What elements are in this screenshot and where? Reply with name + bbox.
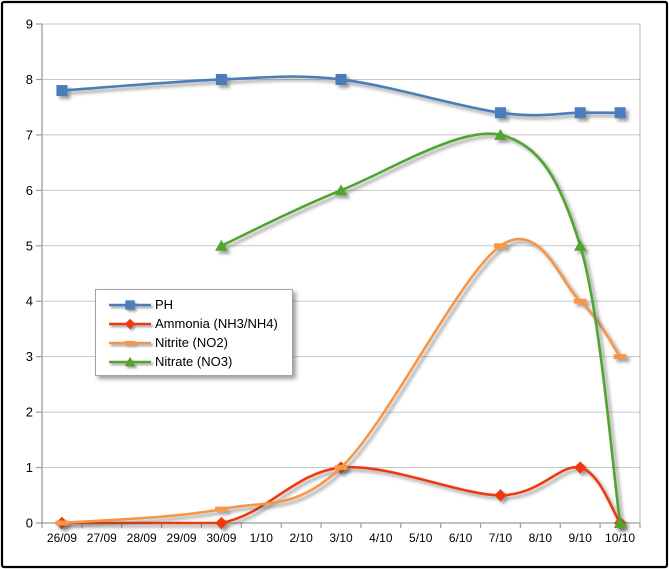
legend-label-ph: PH	[155, 297, 174, 312]
y-tick-label-1: 1	[26, 460, 33, 475]
marker-triangle	[334, 184, 348, 196]
x-tick-label-26-09: 26/09	[47, 531, 77, 545]
marker-square	[335, 73, 347, 85]
y-tick-label-5: 5	[26, 238, 33, 253]
legend-item-ammonia: Ammonia (NH3/NH4)	[108, 314, 288, 333]
y-tick-label-2: 2	[26, 405, 33, 420]
x-tick-label-5-10: 5/10	[409, 531, 433, 545]
series-line	[60, 465, 622, 525]
marker-dash	[214, 506, 228, 512]
legend-swatch-svg	[109, 340, 151, 345]
x-tick-label-30-09: 30/09	[206, 531, 236, 545]
marker-square	[125, 299, 135, 310]
marker-square	[574, 107, 586, 119]
legend-label-nitrite: Nitrite (NO2)	[155, 335, 228, 350]
x-tick-label-7-10: 7/10	[489, 531, 513, 545]
legend-swatch-svg	[109, 356, 151, 366]
series-line	[220, 132, 622, 525]
series-nitrate-no3-	[215, 128, 627, 528]
marker-triangle	[573, 239, 587, 251]
marker-dash	[124, 340, 136, 345]
legend-swatch-svg	[109, 318, 151, 329]
x-tick-label-1-10: 1/10	[250, 531, 274, 545]
legend-label-ammonia: Ammonia (NH3/NH4)	[155, 316, 278, 331]
marker-triangle	[124, 356, 136, 366]
legend-marker-ph-square-icon	[108, 298, 152, 312]
x-tick-label-27-09: 27/09	[87, 531, 117, 545]
x-tick-label-10-10: 10/10	[605, 531, 635, 545]
x-tick-label-9-10: 9/10	[569, 531, 593, 545]
x-tick-label-28-09: 28/09	[127, 531, 157, 545]
marker-dash	[493, 243, 507, 249]
marker-square	[215, 73, 227, 85]
legend-item-ph: PH	[108, 295, 288, 314]
marker-dash	[613, 354, 627, 360]
marker-triangle	[613, 517, 627, 528]
legend-item-nitrate: Nitrate (NO3)	[108, 352, 288, 371]
y-tick-label-4: 4	[26, 294, 33, 309]
marker-diamond	[215, 516, 228, 530]
marker-square	[614, 107, 626, 119]
marker-triangle	[494, 128, 507, 140]
legend-swatch-svg	[109, 299, 151, 310]
y-tick-label-8: 8	[26, 72, 33, 87]
legend-label-nitrate: Nitrate (NO3)	[155, 354, 233, 369]
marker-square	[56, 85, 68, 97]
legend-marker-nitrite-dash-icon	[108, 336, 152, 350]
y-tick-label-6: 6	[26, 183, 33, 198]
x-tick-label-3-10: 3/10	[329, 531, 353, 545]
marker-diamond	[124, 318, 136, 329]
legend-marker-nitrate-triangle-icon	[108, 355, 152, 369]
legend: PH Ammonia (NH3/NH4) Nitrite (NO2) Nitra…	[95, 289, 293, 376]
marker-diamond	[574, 461, 587, 474]
series-line	[60, 237, 622, 525]
legend-item-nitrite: Nitrite (NO2)	[108, 333, 288, 352]
x-tick-label-4-10: 4/10	[369, 531, 393, 545]
x-tick-label-2-10: 2/10	[289, 531, 313, 545]
marker-triangle	[215, 239, 228, 251]
marker-dash	[573, 298, 587, 304]
x-tick-label-8-10: 8/10	[529, 531, 553, 545]
y-tick-label-9: 9	[26, 17, 33, 32]
y-tick-label-3: 3	[26, 349, 33, 364]
marker-diamond	[494, 489, 507, 502]
series-ph	[56, 73, 626, 119]
series-nitrite-no2-	[55, 237, 627, 526]
y-tick-label-0: 0	[26, 516, 33, 531]
series-ammonia-nh3-nh4-	[55, 461, 627, 530]
marker-square	[494, 107, 506, 119]
marker-dash	[55, 520, 69, 526]
marker-dash	[334, 465, 348, 471]
x-tick-label-29-09: 29/09	[167, 531, 197, 545]
y-tick-label-7: 7	[26, 127, 33, 142]
legend-marker-ammonia-diamond-icon	[108, 317, 152, 331]
x-tick-label-6-10: 6/10	[449, 531, 473, 545]
